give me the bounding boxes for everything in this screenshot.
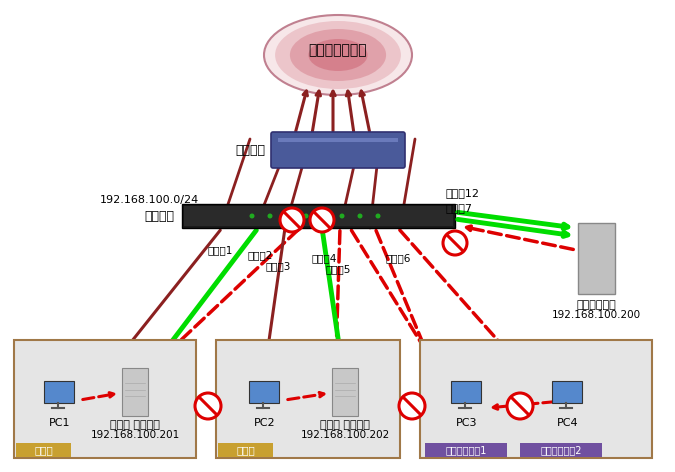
FancyBboxPatch shape <box>16 443 71 457</box>
Text: PC2: PC2 <box>254 418 276 428</box>
Circle shape <box>267 213 273 219</box>
Circle shape <box>358 213 362 219</box>
Text: 192.168.100.0/24: 192.168.100.0/24 <box>100 195 199 205</box>
Text: 192.168.100.200: 192.168.100.200 <box>551 310 641 320</box>
Circle shape <box>443 231 467 255</box>
Circle shape <box>310 208 334 232</box>
Text: 192.168.100.202: 192.168.100.202 <box>300 430 389 440</box>
Circle shape <box>250 213 254 219</box>
Text: PC1: PC1 <box>49 418 71 428</box>
FancyBboxPatch shape <box>520 443 602 457</box>
Circle shape <box>399 393 425 419</box>
Text: 192.168.100.201: 192.168.100.201 <box>90 430 180 440</box>
FancyBboxPatch shape <box>332 368 358 416</box>
Text: スイッチ: スイッチ <box>144 210 174 222</box>
Circle shape <box>304 213 308 219</box>
FancyBboxPatch shape <box>578 222 614 294</box>
FancyBboxPatch shape <box>182 204 455 228</box>
Text: ポート3: ポート3 <box>265 261 290 271</box>
FancyBboxPatch shape <box>249 381 279 403</box>
Text: 部門１: 部門１ <box>34 445 53 455</box>
Circle shape <box>280 208 304 232</box>
FancyBboxPatch shape <box>122 368 148 416</box>
Text: PC4: PC4 <box>557 418 578 428</box>
Text: ルーター: ルーター <box>235 143 265 157</box>
FancyBboxPatch shape <box>451 381 481 403</box>
Text: 部門２ サーバー: 部門２ サーバー <box>320 420 370 430</box>
Text: PC3: PC3 <box>456 418 478 428</box>
Text: ポート1: ポート1 <box>208 245 234 255</box>
Circle shape <box>195 393 221 419</box>
Circle shape <box>507 393 533 419</box>
Circle shape <box>340 213 344 219</box>
Text: ポート12: ポート12 <box>445 188 479 198</box>
Text: ポート4: ポート4 <box>312 253 338 263</box>
Ellipse shape <box>308 39 368 71</box>
Ellipse shape <box>264 15 412 95</box>
FancyBboxPatch shape <box>44 381 74 403</box>
Text: ポート2: ポート2 <box>248 250 273 260</box>
Text: ゲストルーム1: ゲストルーム1 <box>446 445 487 455</box>
Text: ポート6: ポート6 <box>385 253 410 263</box>
FancyBboxPatch shape <box>14 340 196 458</box>
FancyBboxPatch shape <box>271 132 405 168</box>
FancyBboxPatch shape <box>278 138 398 142</box>
FancyBboxPatch shape <box>552 381 582 403</box>
FancyBboxPatch shape <box>216 340 400 458</box>
Text: ゲストルーム2: ゲストルーム2 <box>540 445 582 455</box>
FancyBboxPatch shape <box>420 340 652 458</box>
Circle shape <box>321 213 327 219</box>
Text: 部門１ サーバー: 部門１ サーバー <box>110 420 160 430</box>
Text: ポート7: ポート7 <box>445 203 472 213</box>
FancyBboxPatch shape <box>218 443 273 457</box>
Ellipse shape <box>275 21 401 89</box>
Text: 社内サーバー: 社内サーバー <box>576 300 616 310</box>
Ellipse shape <box>290 29 386 81</box>
FancyBboxPatch shape <box>425 443 507 457</box>
Text: ポート5: ポート5 <box>325 264 350 274</box>
Text: インターネット: インターネット <box>308 43 367 57</box>
FancyBboxPatch shape <box>184 206 453 226</box>
Text: 部門２: 部門２ <box>237 445 255 455</box>
Circle shape <box>286 213 290 219</box>
Circle shape <box>375 213 381 219</box>
